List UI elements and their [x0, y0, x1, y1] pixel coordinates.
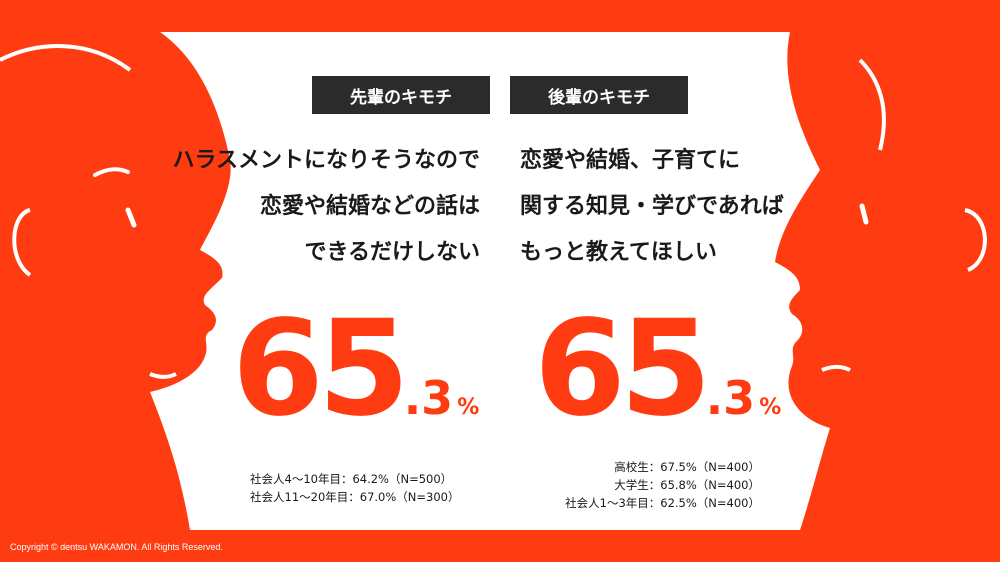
left-face-outline — [0, 44, 132, 72]
junior-percentage: 65.3% — [534, 292, 781, 446]
senior-breakdown-line: 社会人11〜20年目：67.0%（N=300） — [250, 490, 460, 504]
left-brow — [93, 167, 130, 177]
left-eye — [125, 207, 137, 228]
senior-percentage: 65.3% — [232, 292, 479, 446]
junior-breakdown-line: 社会人1〜3年目：62.5%（N=400） — [565, 496, 760, 510]
left-mouth — [149, 372, 177, 379]
senior-percent-unit: % — [457, 395, 480, 420]
senior-quote: ハラスメントになりそうなので 恋愛や結婚などの話は できるだけしない — [150, 138, 480, 276]
junior-quote-line: 恋愛や結婚、子育てに — [520, 148, 741, 173]
senior-quote-line: ハラスメントになりそうなので — [172, 148, 480, 173]
junior-breakdown: 高校生：67.5%（N=400） 大学生：65.8%（N=400） 社会人1〜3… — [565, 458, 760, 512]
senior-quote-line: 恋愛や結婚などの話は — [259, 194, 480, 219]
junior-breakdown-line: 高校生：67.5%（N=400） — [614, 460, 760, 474]
right-mouth — [821, 365, 851, 372]
junior-percent-decimal: .3 — [705, 371, 756, 425]
junior-tag: 後輩のキモチ — [510, 76, 688, 114]
senior-quote-line: できるだけしない — [304, 240, 480, 265]
junior-quote-line: 関する知見・学びであれば — [520, 194, 784, 219]
senior-tag: 先輩のキモチ — [312, 76, 490, 114]
right-face — [775, 32, 1000, 530]
copyright-text: Copyright © dentsu WAKAMON. All Rights R… — [10, 542, 223, 552]
senior-percent-main: 65 — [232, 292, 410, 446]
senior-breakdown-line: 社会人4〜10年目：64.2%（N=500） — [250, 472, 453, 486]
right-hair-line — [858, 58, 886, 151]
junior-quote: 恋愛や結婚、子育てに 関する知見・学びであれば もっと教えてほしい — [520, 138, 850, 276]
right-ear — [964, 208, 987, 272]
left-face — [0, 32, 231, 530]
senior-breakdown: 社会人4〜10年目：64.2%（N=500） 社会人11〜20年目：67.0%（… — [250, 470, 460, 506]
left-ear — [12, 208, 32, 277]
senior-percent-decimal: .3 — [403, 371, 454, 425]
junior-breakdown-line: 大学生：65.8%（N=400） — [614, 478, 760, 492]
junior-percent-main: 65 — [534, 292, 712, 446]
right-eye — [859, 203, 869, 225]
junior-percent-unit: % — [759, 395, 782, 420]
junior-quote-line: もっと教えてほしい — [520, 240, 717, 265]
